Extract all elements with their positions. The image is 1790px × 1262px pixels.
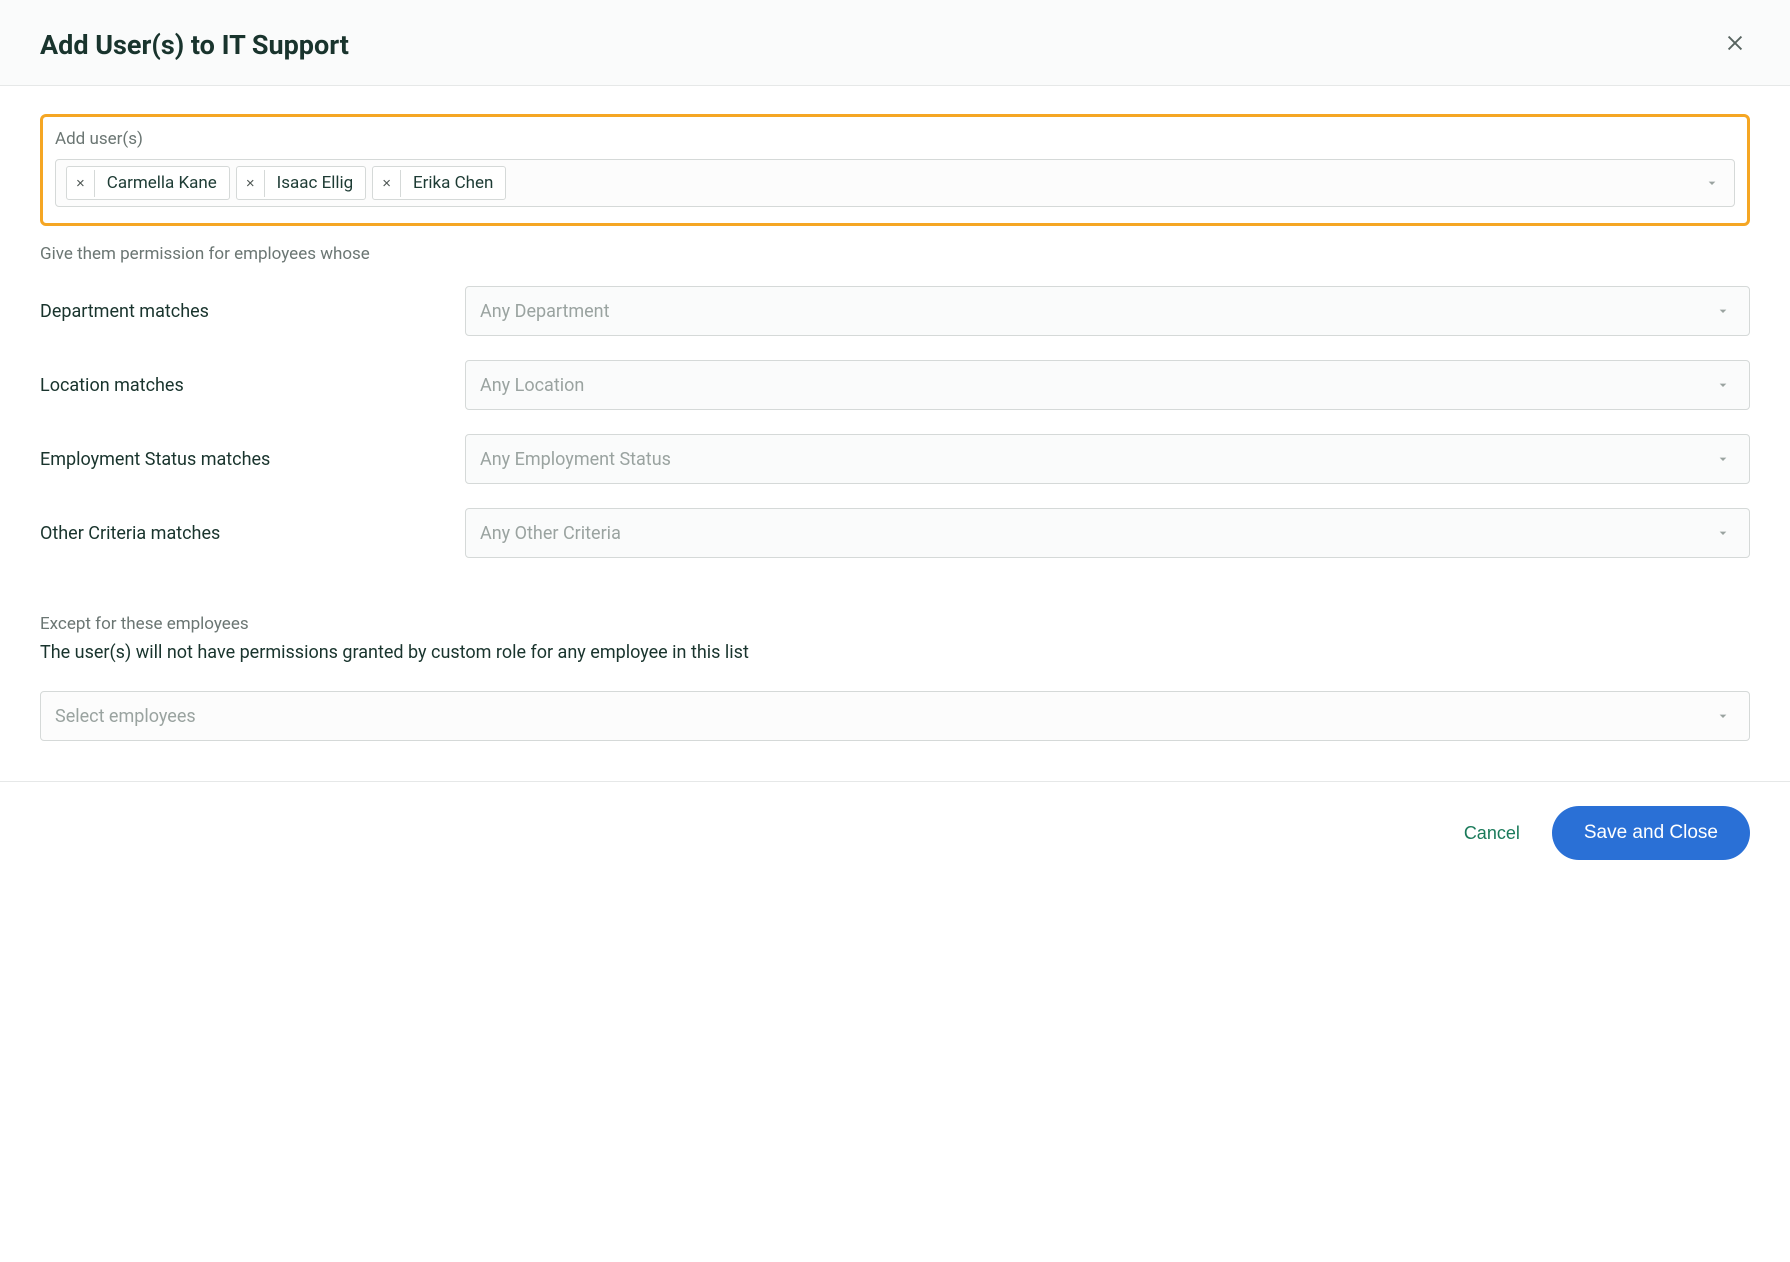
criteria-label: Department matches (40, 301, 465, 322)
user-chips-container: × Carmella Kane × Isaac Ellig × Erika Ch… (66, 166, 1696, 200)
modal-body: Add user(s) × Carmella Kane × Isaac Elli… (0, 86, 1790, 781)
modal-footer: Cancel Save and Close (0, 781, 1790, 884)
location-select[interactable]: Any Location (465, 360, 1750, 410)
user-chip: × Erika Chen (372, 166, 506, 200)
close-icon: × (382, 176, 391, 191)
except-label: Except for these employees (40, 614, 1750, 634)
cancel-button[interactable]: Cancel (1460, 813, 1524, 854)
chip-remove-button[interactable]: × (373, 170, 401, 197)
chip-label: Erika Chen (401, 167, 505, 199)
close-button[interactable] (1720, 28, 1750, 61)
chevron-down-icon (1696, 175, 1724, 191)
select-placeholder: Any Location (480, 375, 584, 396)
add-users-modal: Add User(s) to IT Support Add user(s) × … (0, 0, 1790, 884)
criteria-row-other-criteria: Other Criteria matches Any Other Criteri… (40, 508, 1750, 558)
chevron-down-icon (1707, 525, 1735, 541)
criteria-row-employment-status: Employment Status matches Any Employment… (40, 434, 1750, 484)
add-users-highlight: Add user(s) × Carmella Kane × Isaac Elli… (40, 114, 1750, 226)
criteria-label: Employment Status matches (40, 449, 465, 470)
select-placeholder: Any Other Criteria (480, 523, 621, 544)
chevron-down-icon (1707, 303, 1735, 319)
criteria-row-location: Location matches Any Location (40, 360, 1750, 410)
chip-remove-button[interactable]: × (67, 170, 95, 197)
except-employees-select[interactable]: Select employees (40, 691, 1750, 741)
chip-label: Isaac Ellig (265, 167, 366, 199)
chip-label: Carmella Kane (95, 167, 229, 199)
user-chip: × Carmella Kane (66, 166, 230, 200)
criteria-label: Location matches (40, 375, 465, 396)
select-placeholder: Any Employment Status (480, 449, 671, 470)
user-chip: × Isaac Ellig (236, 166, 366, 200)
add-users-label: Add user(s) (55, 129, 1735, 149)
close-icon: × (246, 176, 255, 191)
close-icon: × (76, 176, 85, 191)
add-users-multiselect[interactable]: × Carmella Kane × Isaac Ellig × Erika Ch… (55, 159, 1735, 207)
select-placeholder: Select employees (55, 706, 196, 727)
other-criteria-select[interactable]: Any Other Criteria (465, 508, 1750, 558)
save-and-close-button[interactable]: Save and Close (1552, 806, 1750, 860)
chip-remove-button[interactable]: × (237, 170, 265, 197)
modal-header: Add User(s) to IT Support (0, 0, 1790, 86)
employment-status-select[interactable]: Any Employment Status (465, 434, 1750, 484)
modal-title: Add User(s) to IT Support (40, 29, 349, 61)
department-select[interactable]: Any Department (465, 286, 1750, 336)
criteria-label: Other Criteria matches (40, 523, 465, 544)
chevron-down-icon (1707, 377, 1735, 393)
close-icon (1724, 32, 1746, 57)
select-placeholder: Any Department (480, 301, 610, 322)
except-section: Except for these employees The user(s) w… (40, 614, 1750, 741)
criteria-row-department: Department matches Any Department (40, 286, 1750, 336)
chevron-down-icon (1707, 451, 1735, 467)
permission-intro-text: Give them permission for employees whose (40, 244, 1750, 264)
chevron-down-icon (1707, 708, 1735, 724)
except-description: The user(s) will not have permissions gr… (40, 642, 1750, 663)
